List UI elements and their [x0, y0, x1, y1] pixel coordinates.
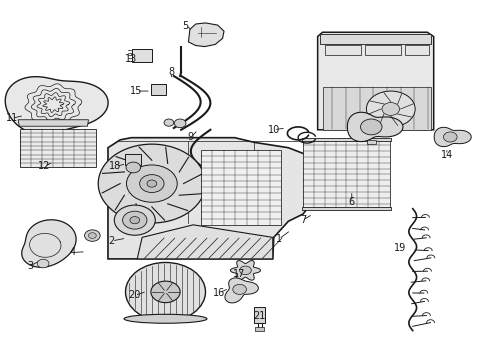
Text: 9: 9	[187, 132, 194, 142]
Polygon shape	[320, 34, 430, 44]
Polygon shape	[346, 112, 402, 141]
Polygon shape	[230, 261, 260, 280]
Polygon shape	[365, 45, 400, 55]
Polygon shape	[20, 129, 96, 167]
Circle shape	[126, 162, 141, 173]
Circle shape	[239, 266, 251, 275]
Polygon shape	[317, 32, 433, 130]
Text: 3: 3	[27, 261, 33, 271]
Polygon shape	[255, 327, 264, 330]
Text: 1: 1	[275, 234, 281, 244]
Polygon shape	[125, 154, 141, 165]
Polygon shape	[18, 120, 88, 126]
Ellipse shape	[124, 314, 206, 323]
Polygon shape	[302, 138, 390, 141]
Circle shape	[366, 91, 414, 127]
Polygon shape	[405, 45, 428, 55]
Polygon shape	[254, 307, 264, 323]
Text: 12: 12	[39, 161, 51, 171]
Text: 16: 16	[213, 288, 225, 298]
Circle shape	[232, 284, 246, 294]
Polygon shape	[132, 49, 152, 62]
Polygon shape	[151, 84, 166, 95]
Circle shape	[151, 281, 180, 303]
Text: 6: 6	[348, 197, 354, 207]
Circle shape	[130, 217, 140, 224]
Circle shape	[147, 180, 157, 187]
Text: 10: 10	[267, 125, 279, 135]
Polygon shape	[366, 140, 375, 144]
Circle shape	[125, 262, 205, 321]
Polygon shape	[21, 220, 76, 267]
Text: 7: 7	[299, 215, 305, 225]
Polygon shape	[137, 225, 272, 259]
Circle shape	[88, 233, 96, 238]
Circle shape	[98, 144, 205, 223]
Polygon shape	[433, 127, 470, 147]
Text: 2: 2	[108, 236, 115, 246]
Polygon shape	[303, 139, 389, 210]
Text: 17: 17	[233, 269, 245, 279]
Text: 4: 4	[70, 247, 76, 257]
Text: 5: 5	[182, 21, 188, 31]
Text: 13: 13	[125, 54, 137, 64]
Polygon shape	[224, 278, 258, 303]
Polygon shape	[302, 207, 390, 211]
Circle shape	[163, 119, 173, 126]
Text: 21: 21	[252, 311, 265, 321]
Text: 19: 19	[394, 243, 406, 253]
Polygon shape	[200, 149, 281, 225]
Polygon shape	[188, 23, 224, 46]
Circle shape	[126, 165, 177, 202]
Text: 18: 18	[109, 161, 121, 171]
Circle shape	[174, 119, 185, 128]
Circle shape	[360, 119, 381, 135]
Circle shape	[443, 132, 456, 142]
Circle shape	[381, 103, 399, 116]
Polygon shape	[325, 45, 360, 55]
Text: 14: 14	[440, 150, 452, 160]
Text: 20: 20	[128, 291, 141, 301]
Circle shape	[37, 259, 49, 268]
Text: 8: 8	[168, 67, 174, 77]
Circle shape	[140, 175, 163, 193]
Circle shape	[114, 205, 155, 235]
Circle shape	[84, 230, 100, 241]
Polygon shape	[5, 77, 108, 134]
Polygon shape	[322, 87, 430, 130]
Polygon shape	[108, 138, 312, 259]
Circle shape	[122, 211, 147, 229]
Text: 15: 15	[130, 86, 142, 96]
Text: 11: 11	[6, 113, 18, 123]
